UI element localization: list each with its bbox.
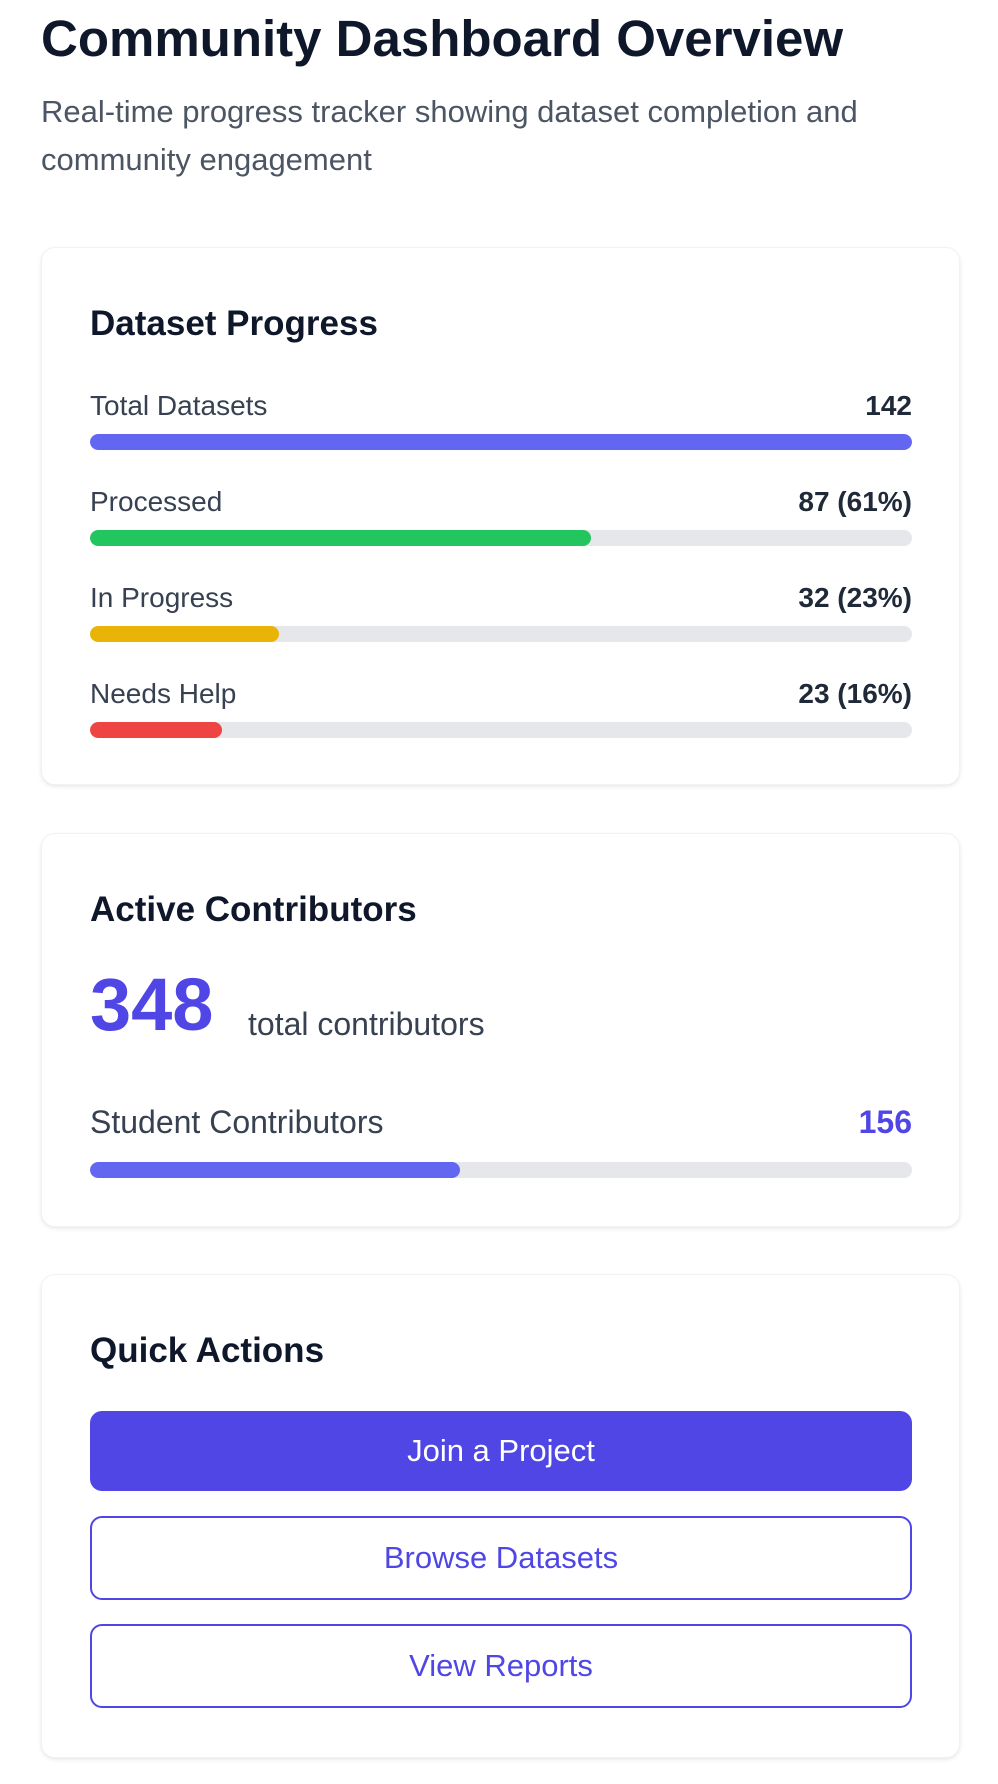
student-contributors-label: Student Contributors — [90, 1104, 384, 1140]
stat-label: Processed — [90, 486, 223, 517]
page-subtitle: Real-time progress tracker showing datas… — [41, 94, 858, 177]
stat-row-in-progress: In Progress 32 (23%) — [90, 582, 912, 646]
browse-datasets-button[interactable]: Browse Datasets — [90, 1516, 912, 1600]
stat-value: 87 (61%) — [798, 486, 912, 517]
quick-actions-title: Quick Actions — [90, 1331, 325, 1370]
stat-row-processed: Processed 87 (61%) — [90, 486, 912, 550]
progress-bar-fill — [90, 626, 280, 642]
active-contributors-title: Active Contributors — [90, 890, 417, 929]
total-contributors-label: total contributors — [248, 1006, 485, 1042]
quick-actions-card: Quick Actions Join a Project Browse Data… — [41, 1274, 960, 1758]
total-contributors-count: 348 — [90, 963, 214, 1046]
stat-label: Total Datasets — [90, 390, 268, 421]
stat-row-total-datasets: Total Datasets 142 — [90, 390, 912, 454]
progress-bar-track — [90, 1162, 912, 1178]
dataset-progress-card: Dataset Progress Total Datasets 142 Proc… — [41, 247, 960, 785]
progress-bar-fill — [90, 722, 222, 738]
progress-bar-track — [90, 626, 912, 642]
stat-label: In Progress — [90, 582, 234, 613]
page-title: Community Dashboard Overview — [41, 10, 844, 67]
stat-value: 23 (16%) — [798, 678, 912, 709]
progress-bar-track — [90, 434, 912, 450]
stat-row-needs-help: Needs Help 23 (16%) — [90, 678, 912, 742]
dataset-progress-title: Dataset Progress — [90, 304, 378, 343]
progress-bar-fill — [90, 434, 912, 450]
active-contributors-card: Active Contributors 348 total contributo… — [41, 833, 960, 1227]
progress-bar-track — [90, 722, 912, 738]
stat-label: Needs Help — [90, 678, 237, 709]
view-reports-button[interactable]: View Reports — [90, 1624, 912, 1708]
stat-value: 142 — [865, 390, 912, 421]
student-contributors-count: 156 — [858, 1104, 912, 1140]
progress-bar-fill — [90, 530, 592, 546]
student-contributors-row: Student Contributors 156 — [90, 1104, 912, 1184]
progress-bar-fill — [90, 1162, 460, 1178]
join-project-button[interactable]: Join a Project — [90, 1411, 912, 1491]
progress-bar-track — [90, 530, 912, 546]
stat-value: 32 (23%) — [798, 582, 912, 613]
